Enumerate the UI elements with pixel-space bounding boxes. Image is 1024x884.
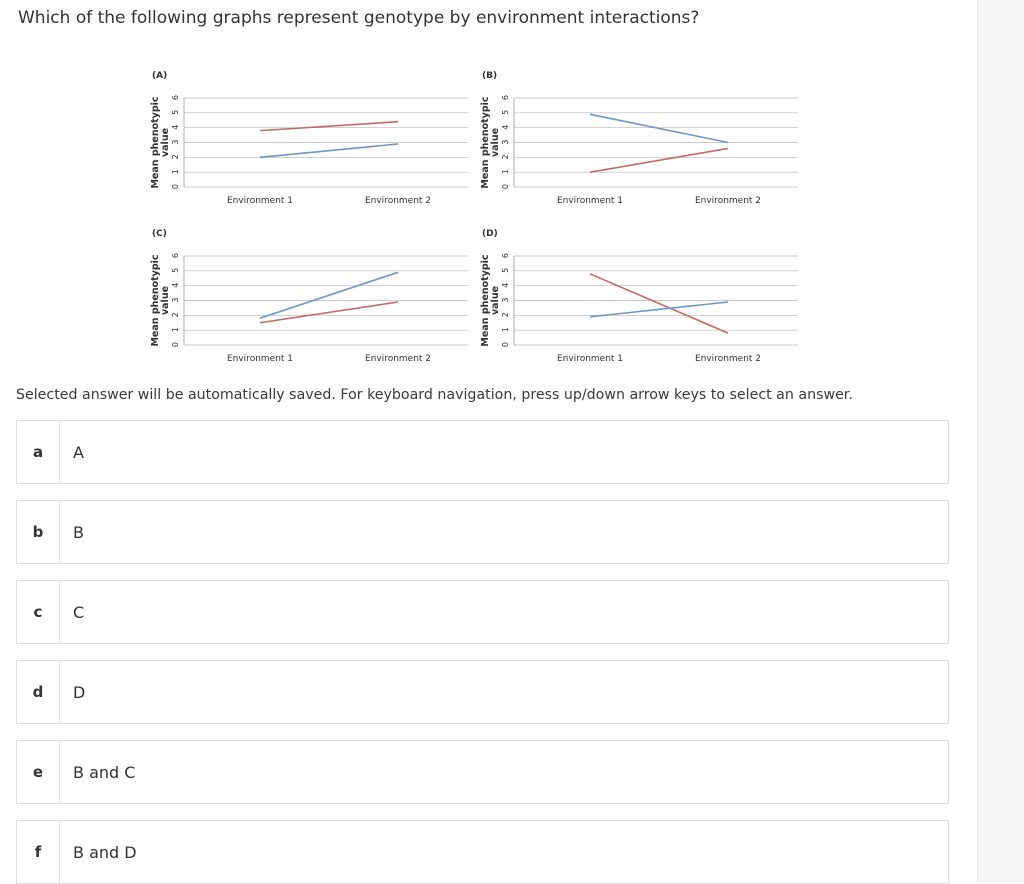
y-tick-label: 1 <box>501 327 510 332</box>
y-axis-label-line2: value <box>160 286 171 315</box>
series-line <box>259 301 399 324</box>
series-line <box>589 147 729 173</box>
y-axis-label-line1: Mean phenotypic <box>480 254 491 346</box>
y-tick-label: 4 <box>171 283 180 288</box>
y-tick-label: 2 <box>501 312 510 317</box>
option-label: B and C <box>73 762 136 782</box>
y-tick-label: 3 <box>501 140 510 145</box>
y-tick-label: 6 <box>171 253 180 258</box>
panel-title: (D) <box>482 229 498 239</box>
option-letter: e <box>17 741 60 803</box>
y-tick-label: 0 <box>501 342 510 347</box>
y-tick-label: 0 <box>501 184 510 189</box>
y-tick-label: 6 <box>171 95 180 100</box>
right-scroll-rail <box>977 0 1024 883</box>
panel-title: (A) <box>152 71 167 81</box>
x-category-label: Environment 2 <box>695 354 761 362</box>
option-label: A <box>73 442 84 462</box>
y-tick-label: 1 <box>501 169 510 174</box>
option-letter: d <box>17 661 60 723</box>
y-tick-label: 3 <box>171 298 180 303</box>
y-tick-label: 6 <box>501 95 510 100</box>
option-label: C <box>73 602 85 622</box>
panel-title: (B) <box>482 71 497 81</box>
y-tick-label: 2 <box>501 154 510 159</box>
answer-option-c[interactable]: c C <box>16 580 949 644</box>
series-line <box>259 120 399 132</box>
autosave-instructions: Selected answer will be automatically sa… <box>16 387 853 403</box>
y-tick-label: 5 <box>501 268 510 273</box>
series-line <box>589 113 729 144</box>
series-line <box>259 143 399 159</box>
series-line <box>259 271 399 320</box>
option-letter: f <box>17 821 60 883</box>
y-tick-label: 1 <box>171 327 180 332</box>
x-category-label: Environment 1 <box>227 354 293 362</box>
answer-option-f[interactable]: f B and D <box>16 820 949 884</box>
x-category-label: Environment 2 <box>365 354 431 362</box>
y-tick-label: 2 <box>171 312 180 317</box>
y-tick-label: 4 <box>501 283 510 288</box>
answer-option-e[interactable]: e B and C <box>16 740 949 804</box>
graphs-svg: (A)Mean phenotypic value0123456Environmen… <box>150 71 798 362</box>
panel-title: (C) <box>152 229 167 239</box>
option-letter: a <box>17 421 60 483</box>
y-axis-label-line2: value <box>490 128 501 157</box>
option-label: B <box>73 522 84 542</box>
option-label: B and D <box>73 842 137 862</box>
y-tick-label: 4 <box>501 125 510 130</box>
x-category-label: Environment 1 <box>557 196 623 206</box>
answer-option-a[interactable]: a A <box>16 420 949 484</box>
series-line <box>589 273 729 334</box>
series-line <box>589 301 729 318</box>
y-tick-label: 4 <box>171 125 180 130</box>
question-text: Which of the following graphs represent … <box>18 8 700 28</box>
y-tick-label: 5 <box>501 110 510 115</box>
option-label: D <box>73 682 86 702</box>
x-category-label: Environment 2 <box>695 196 761 206</box>
y-tick-label: 2 <box>171 154 180 159</box>
y-axis-label-line1: Mean phenotypic <box>480 96 491 188</box>
answer-option-d[interactable]: d D <box>16 660 949 724</box>
x-category-label: Environment 1 <box>227 196 293 206</box>
y-tick-label: 1 <box>171 169 180 174</box>
y-tick-label: 3 <box>171 140 180 145</box>
y-tick-label: 5 <box>171 268 180 273</box>
y-axis-label-line2: value <box>160 128 171 157</box>
y-tick-label: 5 <box>171 110 180 115</box>
y-tick-label: 0 <box>171 342 180 347</box>
option-letter: b <box>17 501 60 563</box>
x-category-label: Environment 1 <box>557 354 623 362</box>
interaction-graphs-figure: (A) Mean phenotypic value 0 1 2 3 4 5 6 Environmen… <box>148 62 808 362</box>
option-letter: c <box>17 581 60 643</box>
answer-option-b[interactable]: b B <box>16 500 949 564</box>
y-axis-label-line2: value <box>490 286 501 315</box>
y-tick-label: 6 <box>501 253 510 258</box>
x-category-label: Environment 2 <box>365 196 431 206</box>
y-tick-label: 3 <box>501 298 510 303</box>
y-axis-label-line1: Mean phenotypic <box>150 254 161 346</box>
y-axis-label-line1: Mean phenotypic <box>150 96 161 188</box>
y-tick-label: 0 <box>171 184 180 189</box>
